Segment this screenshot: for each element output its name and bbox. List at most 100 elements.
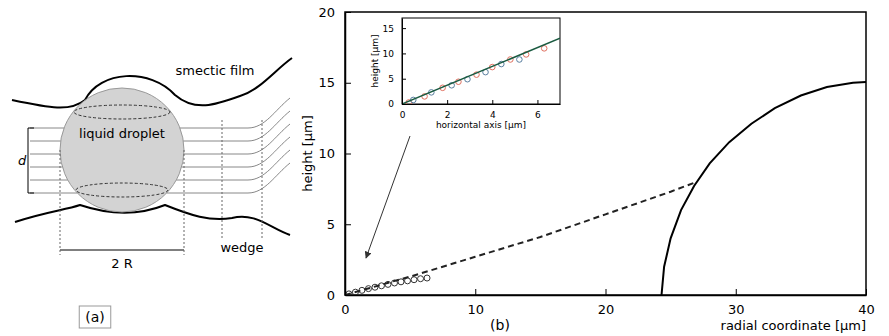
y-tick-label: 15 [383, 23, 394, 33]
y-tick: 0 [388, 99, 406, 109]
inset-pointer [366, 136, 410, 258]
y-tick: 0 [327, 288, 351, 303]
data-point [411, 277, 417, 283]
data-point [398, 279, 404, 285]
smectic-layer [30, 128, 64, 129]
x-tick: 2 [445, 100, 451, 120]
smectic-layer [180, 98, 290, 128]
y-tick: 10 [318, 146, 351, 161]
smectic-layer [30, 141, 61, 142]
y-tick-mark [402, 79, 406, 80]
smectic-layer [182, 137, 290, 167]
data-line [662, 82, 866, 295]
y-tick-mark [345, 12, 351, 13]
y-tick-label: 10 [383, 49, 395, 59]
thickness-bracket [28, 128, 34, 193]
panel-label: (a) [85, 309, 105, 325]
y-axis-title: height [µm] [300, 115, 315, 192]
x-tick-label: 0 [400, 110, 406, 120]
y-axis-line [402, 19, 403, 105]
data-point [418, 276, 424, 282]
plot-marks [402, 38, 560, 104]
x-axis-line [403, 104, 561, 105]
data-point [424, 275, 430, 281]
film-label: smectic film [175, 63, 254, 78]
x-tick-mark [606, 289, 607, 295]
x-tick: 20 [598, 289, 615, 317]
y-tick-label: 20 [318, 5, 335, 20]
x-tick-mark [475, 289, 476, 295]
y-tick: 15 [318, 75, 351, 90]
x-tick-label: 30 [728, 302, 745, 317]
film-bottom-outline [15, 205, 290, 235]
figure: d2 Rwedgeliquid dropletsmectic film(a)01… [0, 0, 889, 336]
inset-x-axis-title: horizontal axis [µm] [436, 120, 526, 130]
y-tick-label: 15 [318, 75, 335, 90]
y-axis: 0 5 10 15 20 [318, 5, 351, 303]
y-tick: 15 [383, 23, 406, 33]
x-tick-mark [537, 100, 538, 104]
x-tick-mark [736, 289, 737, 295]
x-tick-label: 0 [341, 302, 349, 317]
smectic-layer [30, 180, 68, 181]
thickness-label: d [18, 153, 27, 168]
y-tick-mark [345, 295, 351, 296]
y-axis: 0 5 10 15 [383, 19, 406, 110]
y-tick-mark [402, 53, 406, 54]
wedge-bound [262, 120, 263, 238]
diameter-tick [60, 150, 61, 255]
panel-label-box [79, 306, 111, 328]
smectic-layer [176, 150, 290, 180]
x-tick-label: 40 [858, 302, 875, 317]
y-tick-mark [345, 154, 351, 155]
y-tick-label: 0 [388, 99, 394, 109]
smectic-layer [167, 163, 290, 193]
droplet [60, 88, 184, 212]
y-tick: 5 [388, 74, 406, 84]
x-tick: 4 [490, 100, 496, 120]
y-tick-mark [402, 28, 406, 29]
smectic-layer [184, 124, 290, 154]
data-line [402, 38, 560, 104]
y-tick-label: 0 [327, 288, 335, 303]
y-tick: 20 [318, 5, 351, 20]
x-axis: 0 2 4 6 [400, 100, 561, 120]
smectic-layer [30, 167, 62, 168]
y-tick-label: 5 [327, 217, 335, 232]
x-axis: 0 10 20 30 40 [341, 289, 874, 317]
wedge-bound [222, 120, 223, 238]
x-tick-mark [492, 100, 493, 104]
droplet-contact-line [76, 183, 168, 197]
x-tick: 6 [535, 100, 541, 120]
y-tick-label: 5 [388, 74, 394, 84]
x-axis-title: radial coordinate [µm] [721, 318, 866, 333]
diameter-tick [184, 150, 185, 255]
main-chart: 01020304005101520 [318, 5, 874, 318]
data-point [517, 57, 523, 63]
y-tick-mark [402, 104, 406, 105]
plot-background [345, 12, 866, 295]
y-tick-label: 10 [318, 146, 335, 161]
smectic-layer [30, 154, 60, 155]
inset-chart: 0 2 4 6 0 5 10 15 [383, 18, 561, 120]
smectic-layer [30, 193, 77, 194]
diameter-label: 2 R [111, 256, 132, 271]
smectic-layer [183, 111, 290, 141]
plot-background [402, 18, 560, 104]
x-tick-label: 10 [467, 302, 484, 317]
wedge-label: wedge [220, 240, 263, 255]
x-tick-label: 2 [445, 110, 451, 120]
x-tick: 10 [467, 289, 484, 317]
diameter-line [60, 250, 184, 251]
panel-label: (b) [490, 317, 510, 333]
x-tick-mark [447, 100, 448, 104]
x-tick-mark [866, 289, 867, 295]
x-tick: 30 [728, 289, 745, 317]
y-tick: 10 [383, 49, 406, 59]
y-tick-mark [345, 83, 351, 84]
x-tick-label: 6 [535, 110, 541, 120]
droplet-contact-line [74, 105, 170, 119]
x-tick-label: 4 [490, 110, 496, 120]
data-line [345, 182, 697, 295]
panel-a: d2 Rwedgeliquid dropletsmectic film(a) [12, 58, 292, 328]
